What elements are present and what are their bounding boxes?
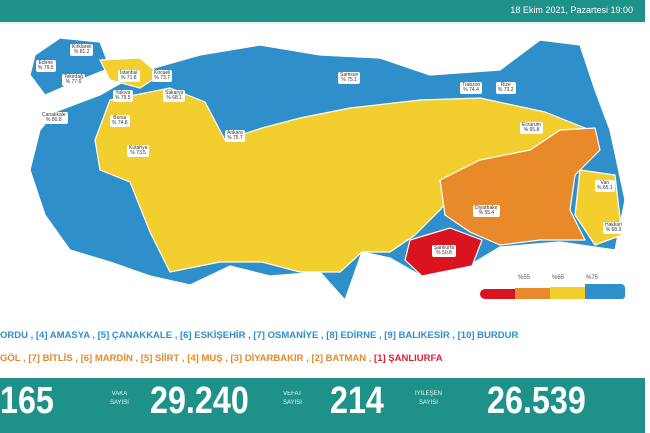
bottom-ranking-line: GÖL , [7] BİTLİS , [6] MARDİN , [5] SİİR… <box>0 353 443 364</box>
turkey-map <box>29 37 626 301</box>
legend-swatch-yellow <box>550 287 585 299</box>
province-label: Şanlıurfa% 50.8 <box>432 245 457 257</box>
legend-threshold: %75 <box>586 275 599 281</box>
province-label: Van% 65.1 <box>595 180 615 192</box>
province-label: Erzurum% 65.8 <box>520 122 543 134</box>
top-ranking-line: ORDU , [4] AMASYA , [5] ÇANAKKALE , [6] … <box>0 330 519 341</box>
legend-swatch-red <box>480 289 515 299</box>
vefat-label: VEFAT SAYISI <box>283 391 302 406</box>
header-bar: 18 Ekim 2021, Pazartesi 19:00 <box>0 0 645 24</box>
province-label: Tekirdağ% 77.6 <box>62 74 85 86</box>
vaka-value: 29.240 <box>150 380 249 422</box>
province-label: Kırklareli% 81.2 <box>70 44 94 56</box>
legend-threshold: %65 <box>552 275 565 281</box>
map-legend: %55 %65 %75 <box>480 275 630 305</box>
vefat-value: 214 <box>330 380 384 422</box>
province-label: Rize% 73.2 <box>496 82 516 94</box>
province-label: Sakarya% 68.1 <box>163 90 186 102</box>
province-label: Diyarbakır% 55.4 <box>473 205 500 217</box>
legend-threshold: %55 <box>518 275 531 281</box>
province-label: Çanakkale% 80.8 <box>40 112 68 124</box>
province-label: Bursa% 74.8 <box>110 115 130 127</box>
legend-swatch-orange <box>515 288 550 299</box>
stats-bar: 165 VAKA SAYISI 29.240 VEFAT SAYISI 214 İY… <box>0 378 645 433</box>
bottom-ranking-text: GÖL , [7] BİTLİS , [6] MARDİN , [5] SİİR… <box>0 353 375 364</box>
province-label: Kütahya% 73.5 <box>127 145 150 157</box>
province-label: Ankara% 75.7 <box>225 130 245 142</box>
iyilesen-label: İYİLEŞEN SAYISI <box>415 391 443 406</box>
ranking-sanliurfa: [1] ŞANLIURFA <box>374 353 443 364</box>
province-label: Hakkari% 68.3 <box>603 222 624 234</box>
first-stat-value: 165 <box>0 380 54 422</box>
province-label: İstanbul% 71.8 <box>118 70 140 82</box>
date-text: 18 Ekim 2021, Pazartesi 19:00 <box>510 5 633 15</box>
iyilesen-value: 26.539 <box>487 380 586 422</box>
province-label: Yalova% 79.5 <box>113 90 133 102</box>
province-label: Kocaeli% 73.7 <box>152 70 173 82</box>
province-label: Edirne% 79.5 <box>36 60 56 72</box>
legend-swatch-blue <box>585 284 625 299</box>
province-label: Trabzon% 74.4 <box>460 82 483 94</box>
province-label: Samsun% 75.1 <box>338 72 361 84</box>
vaka-label: VAKA SAYISI <box>110 391 129 406</box>
